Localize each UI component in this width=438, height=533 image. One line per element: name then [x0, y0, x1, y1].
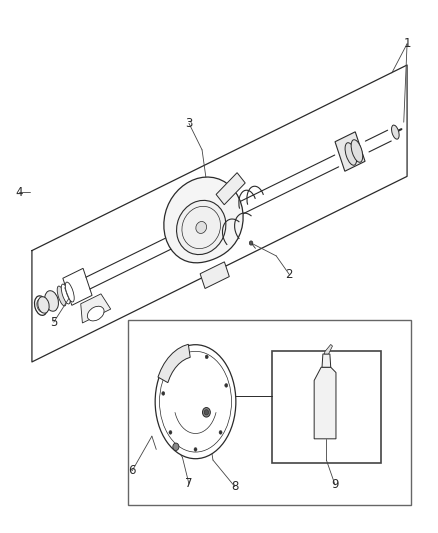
Bar — [271, 351, 380, 463]
Ellipse shape — [344, 143, 356, 165]
Text: 8: 8 — [230, 480, 238, 493]
Polygon shape — [63, 268, 92, 305]
Ellipse shape — [65, 282, 74, 302]
Ellipse shape — [45, 290, 58, 311]
Ellipse shape — [57, 286, 66, 306]
Ellipse shape — [177, 359, 180, 362]
Ellipse shape — [50, 296, 56, 305]
Polygon shape — [200, 262, 229, 288]
Polygon shape — [334, 132, 364, 171]
Ellipse shape — [204, 410, 208, 415]
Ellipse shape — [194, 448, 197, 451]
Text: 6: 6 — [128, 464, 136, 477]
Ellipse shape — [61, 284, 70, 304]
Ellipse shape — [169, 431, 172, 434]
Ellipse shape — [173, 443, 179, 450]
Text: 5: 5 — [50, 316, 57, 329]
Bar — [127, 319, 410, 505]
Ellipse shape — [249, 241, 252, 245]
Ellipse shape — [391, 125, 398, 139]
Polygon shape — [215, 173, 245, 205]
Polygon shape — [81, 294, 110, 323]
Text: 3: 3 — [185, 117, 192, 130]
Polygon shape — [321, 354, 330, 367]
Ellipse shape — [219, 431, 222, 434]
Ellipse shape — [87, 306, 104, 321]
Ellipse shape — [205, 355, 208, 359]
Text: 9: 9 — [331, 479, 338, 491]
Polygon shape — [323, 344, 332, 354]
Polygon shape — [163, 177, 243, 263]
Polygon shape — [158, 344, 190, 383]
Text: 2: 2 — [285, 268, 293, 281]
Ellipse shape — [350, 140, 362, 162]
Ellipse shape — [37, 299, 45, 312]
Ellipse shape — [176, 200, 225, 255]
Polygon shape — [314, 367, 335, 439]
Text: 7: 7 — [185, 478, 192, 490]
Text: 4: 4 — [15, 186, 22, 199]
Ellipse shape — [155, 345, 235, 459]
Ellipse shape — [161, 392, 164, 395]
Ellipse shape — [224, 384, 227, 387]
Ellipse shape — [202, 408, 210, 417]
Ellipse shape — [38, 297, 49, 313]
Text: 1: 1 — [403, 37, 410, 50]
Ellipse shape — [195, 222, 206, 233]
